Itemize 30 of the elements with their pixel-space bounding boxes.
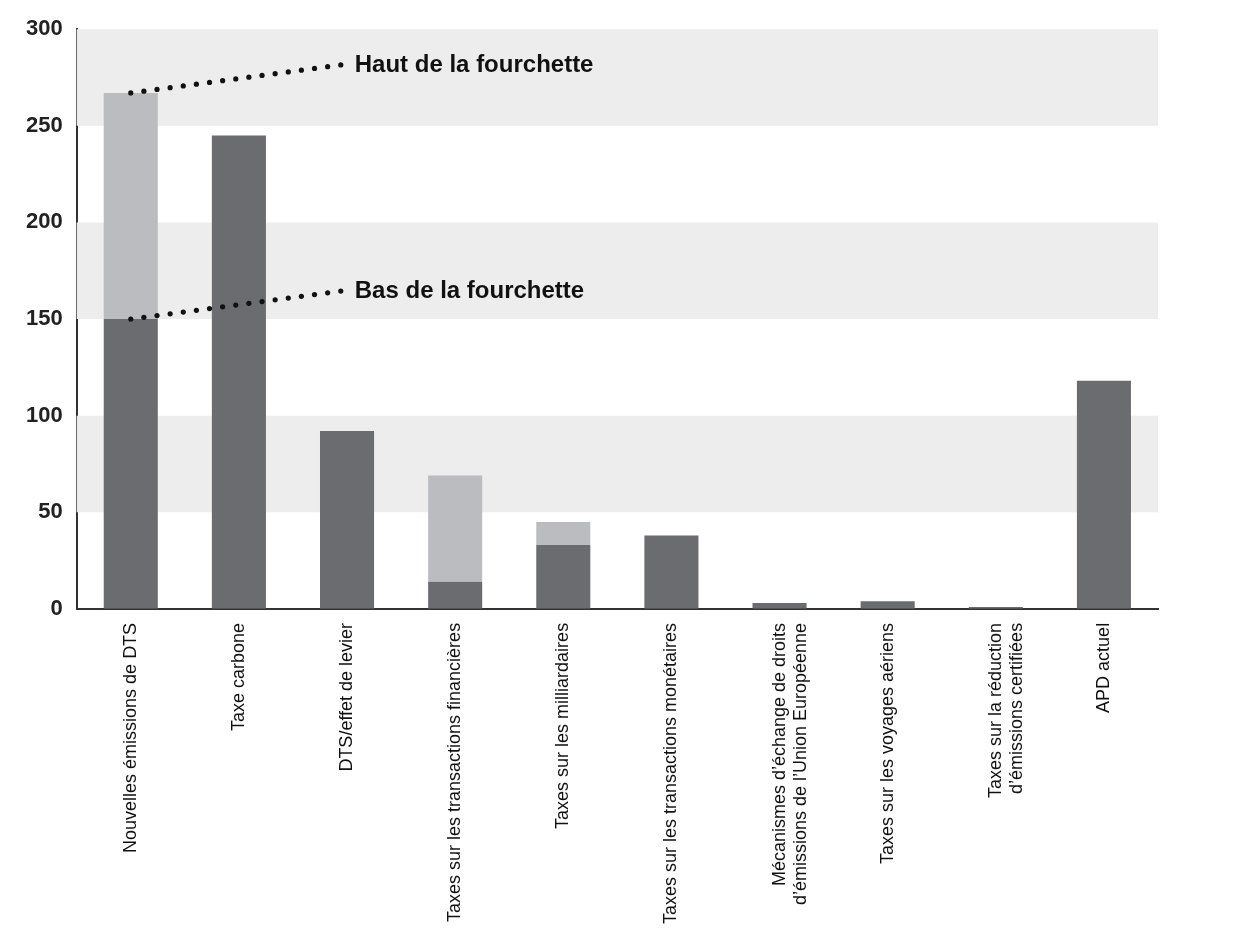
x-tick-label: Taxes sur les transactions monétaires [660, 622, 681, 925]
x-tick-label: Taxes sur la réduction d’émissions certifiées [984, 622, 1027, 798]
x-tick-label: Mécanismes d’échange de droits d’émissions de l’Union Européenne [768, 622, 811, 906]
bar [428, 475, 483, 582]
bar [211, 135, 266, 609]
y-tick-label: 200 [25, 208, 63, 234]
bar [644, 535, 699, 609]
bar [428, 581, 483, 609]
bar [320, 431, 375, 609]
x-tick-label: Taxes sur les transactions financières [444, 622, 465, 923]
x-tick-label: Taxes sur les milliardaires [552, 622, 573, 829]
y-tick-label: 100 [25, 401, 63, 427]
x-tick-label: Taxes sur les voyages aériens [876, 622, 897, 864]
y-tick-label: 50 [38, 498, 63, 524]
bar [536, 521, 591, 546]
y-tick-label: 300 [25, 15, 63, 41]
y-tick-label: 150 [25, 305, 63, 331]
annotation: Bas de la fourchette [354, 275, 585, 303]
bar [860, 601, 915, 609]
y-tick-label: 0 [50, 594, 63, 620]
bar [103, 92, 158, 320]
x-tick-label: APD actuel [1092, 622, 1113, 713]
bar [1076, 380, 1131, 609]
x-tick-label: DTS/effet de levier [336, 622, 356, 772]
x-tick-label: Nouvelles émissions de DTS [119, 622, 140, 853]
bar [103, 319, 158, 609]
annotation: Haut de la fourchette [354, 49, 594, 77]
x-tick-label: Taxe carbone [227, 622, 248, 731]
y-tick-label: 250 [25, 111, 63, 137]
bar [536, 545, 591, 609]
